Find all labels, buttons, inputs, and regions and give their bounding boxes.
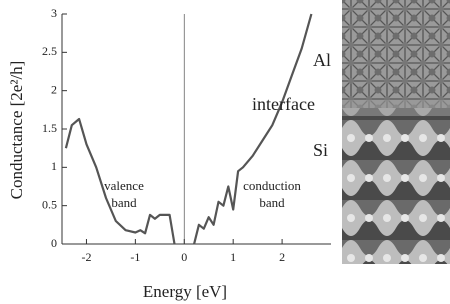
x-tick-label: -1 xyxy=(130,250,140,264)
x-tick-label: -2 xyxy=(81,250,91,264)
annotation: interface xyxy=(252,94,315,114)
x-axis-label: Energy [eV] xyxy=(143,282,227,301)
y-tick-label: 0 xyxy=(51,236,57,250)
annotation: band xyxy=(259,195,285,210)
annotation: band xyxy=(111,195,137,210)
y-tick-label: 2 xyxy=(51,82,57,96)
annotation: Al xyxy=(313,50,331,70)
structure-panel xyxy=(342,0,450,264)
annotation: Si xyxy=(313,140,328,160)
page: 0 0.5 1 1.5 2 2.5 3 -2 -1 0 1 2 Energy [eV] Conduct… xyxy=(0,0,450,304)
figure: 0 0.5 1 1.5 2 2.5 3 -2 -1 0 1 2 Energy [eV] Conduct… xyxy=(0,0,450,304)
x-tick-label: 2 xyxy=(279,250,285,264)
y-tick-label: 0.5 xyxy=(42,197,57,211)
x-tick-label: 0 xyxy=(181,250,187,264)
y-tick-label: 3 xyxy=(51,6,57,20)
annotation: valence xyxy=(104,178,144,193)
annotation: conduction xyxy=(243,178,301,193)
y-tick-label: 1 xyxy=(51,159,57,173)
y-tick-label: 2.5 xyxy=(42,44,57,58)
y-axis-label: Conductance [2e²/h] xyxy=(7,61,26,200)
x-tick-label: 1 xyxy=(230,250,236,264)
y-tick-label: 1.5 xyxy=(42,121,57,135)
